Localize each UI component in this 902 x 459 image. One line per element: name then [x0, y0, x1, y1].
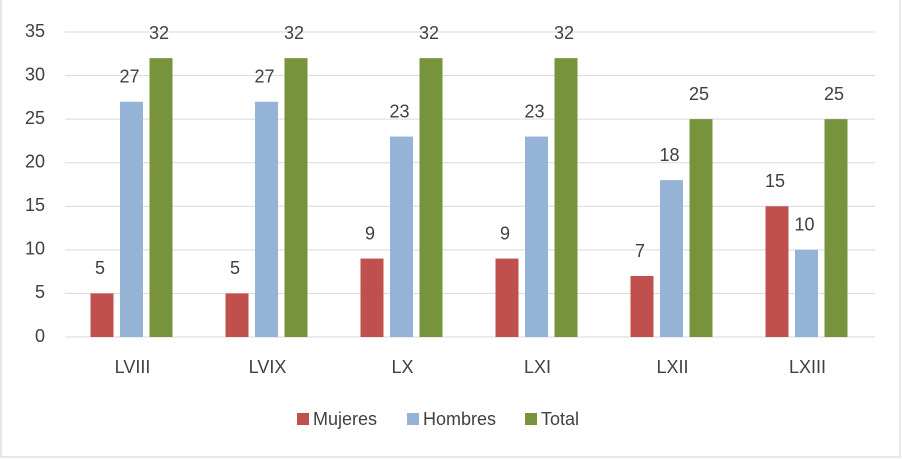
bar — [90, 293, 114, 337]
bar — [255, 101, 278, 337]
bar — [225, 293, 249, 337]
value-label: 32 — [419, 23, 439, 43]
legend-label: Hombres — [423, 409, 496, 429]
x-tick-label: LXII — [656, 357, 688, 377]
bar — [525, 136, 548, 337]
y-tick-label: 20 — [25, 151, 45, 171]
value-label: 10 — [794, 215, 814, 235]
value-label: 7 — [635, 241, 645, 261]
bar — [630, 276, 654, 337]
y-tick-label: 5 — [35, 282, 45, 302]
bar — [360, 258, 384, 337]
bar — [149, 58, 173, 338]
bar — [419, 58, 443, 338]
bar — [120, 101, 143, 337]
bar — [390, 136, 413, 337]
legend-label: Total — [541, 409, 579, 429]
x-tick-label: LX — [391, 357, 413, 377]
y-tick-label: 25 — [25, 108, 45, 128]
value-label: 23 — [389, 101, 409, 121]
legend-swatch — [297, 413, 309, 425]
value-label: 18 — [659, 145, 679, 165]
bar — [554, 58, 578, 338]
bar — [795, 249, 818, 337]
y-tick-label: 0 — [35, 326, 45, 346]
value-label: 32 — [554, 23, 574, 43]
bar — [765, 206, 789, 337]
bar — [689, 119, 713, 338]
value-label: 27 — [119, 66, 139, 86]
value-label: 25 — [689, 84, 709, 104]
value-label: 15 — [765, 171, 785, 191]
value-label: 5 — [95, 258, 105, 278]
bar — [495, 258, 519, 337]
bar — [824, 119, 848, 338]
x-tick-label: LVIX — [249, 357, 287, 377]
y-tick-label: 30 — [25, 64, 45, 84]
x-tick-label: LXI — [524, 357, 551, 377]
x-tick-label: LXIII — [789, 357, 826, 377]
legend-swatch — [407, 413, 419, 425]
bar — [284, 58, 308, 338]
bar — [660, 180, 683, 337]
value-label: 9 — [500, 223, 510, 243]
legend-label: Mujeres — [313, 409, 377, 429]
y-tick-label: 10 — [25, 239, 45, 259]
value-label: 32 — [284, 23, 304, 43]
value-label: 32 — [149, 23, 169, 43]
x-tick-label: LVIII — [115, 357, 151, 377]
y-tick-label: 15 — [25, 195, 45, 215]
y-tick-label: 35 — [25, 21, 45, 41]
value-label: 25 — [824, 84, 844, 104]
value-label: 5 — [230, 258, 240, 278]
value-label: 9 — [365, 223, 375, 243]
legend-swatch — [525, 413, 537, 425]
value-label: 23 — [524, 101, 544, 121]
value-label: 27 — [254, 66, 274, 86]
